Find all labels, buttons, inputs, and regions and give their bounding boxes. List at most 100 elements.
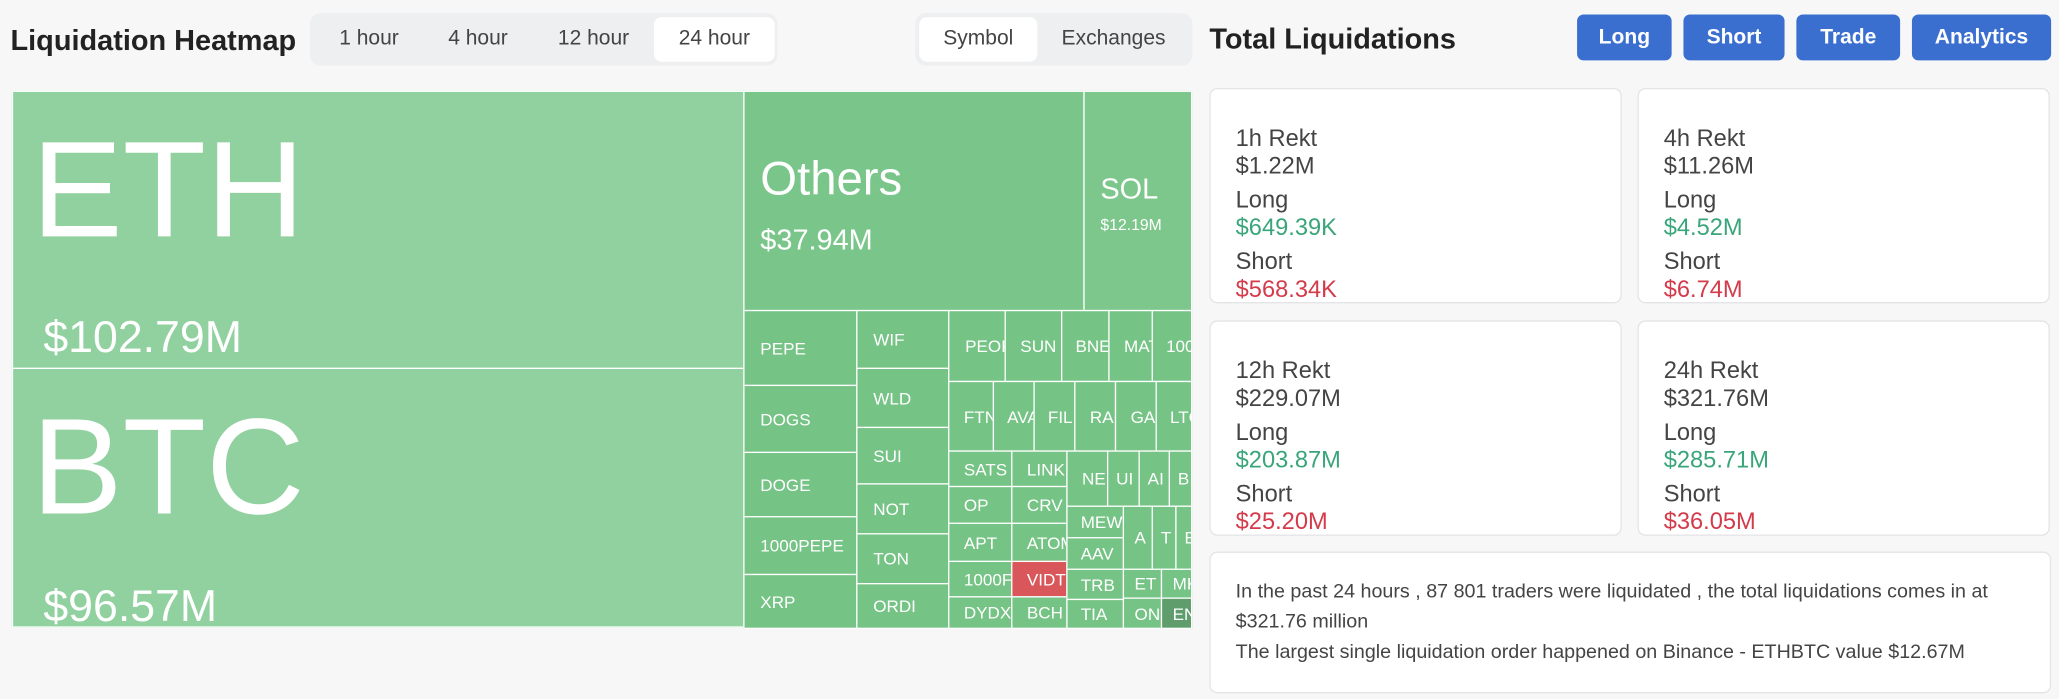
- card-row: Long $649.39K: [1235, 186, 1598, 240]
- tile[interactable]: 100: [1151, 309, 1193, 383]
- card-title: 1h Rekt: [1235, 124, 1318, 152]
- button[interactable]: Trade: [1796, 14, 1901, 61]
- tile[interactable]: ATOM: [1011, 522, 1068, 563]
- tile[interactable]: MAT: [1108, 309, 1153, 383]
- tile[interactable]: SOL $12.19M: [1083, 90, 1193, 312]
- tile-label: Others: [760, 151, 903, 205]
- tile-label: BTC: [31, 391, 305, 544]
- row-value: $285.71M: [1663, 446, 1769, 473]
- row-label: Short: [1663, 248, 1721, 275]
- tile[interactable]: A: [1122, 505, 1153, 570]
- tile[interactable]: PEOP: [948, 309, 1006, 383]
- tile[interactable]: BCH: [1011, 596, 1068, 629]
- tile-label: SOL: [1100, 172, 1159, 205]
- card-title: 12h Rekt: [1235, 357, 1331, 384]
- tile[interactable]: 1000PEPE: [743, 516, 858, 576]
- tile-value: $96.57M: [43, 581, 218, 628]
- row-label: Short: [1235, 248, 1293, 275]
- time-tabs: 1 hour 4 hour 12 hour 24 hour: [309, 13, 778, 66]
- tile[interactable]: BTC $96.57M: [11, 367, 745, 628]
- tile[interactable]: DYDX: [948, 596, 1013, 629]
- stat-card: 4h Rekt $11.26M Long $4.52M Short $6.74M: [1637, 87, 2050, 304]
- row-label: Long: [1235, 418, 1289, 446]
- row-label: Long: [1663, 418, 1717, 446]
- tile[interactable]: XRP: [743, 573, 858, 629]
- tile[interactable]: EN: [1160, 597, 1193, 629]
- tile-value: $102.79M: [43, 312, 242, 363]
- tile[interactable]: ON: [1122, 597, 1163, 629]
- tile[interactable]: AAV: [1066, 537, 1125, 570]
- tile[interactable]: MEW: [1066, 505, 1125, 539]
- stat-card: 12h Rekt $229.07M Long $203.87M Short $25.20M: [1209, 320, 1622, 536]
- tile[interactable]: SUI: [856, 426, 950, 485]
- tab[interactable]: 1 hour: [339, 27, 399, 50]
- tile[interactable]: APT: [948, 522, 1013, 563]
- tile[interactable]: FTN: [948, 380, 995, 452]
- tile[interactable]: T: [1151, 505, 1177, 570]
- tile[interactable]: TRB: [1066, 568, 1125, 601]
- row-label: Short: [1663, 480, 1721, 507]
- tile[interactable]: NE: [1066, 450, 1109, 507]
- tile[interactable]: NOT: [856, 483, 950, 535]
- card-row: Long $4.52M: [1664, 186, 2026, 240]
- tile[interactable]: GA: [1114, 380, 1157, 452]
- card-row: Short $568.34K: [1235, 248, 1598, 302]
- tile[interactable]: DOGS: [743, 384, 858, 454]
- card-row: Short $6.74M: [1663, 248, 2026, 302]
- row-value: $203.87M: [1235, 446, 1341, 473]
- card-header: 4h Rekt $11.26M: [1664, 125, 2026, 179]
- tile[interactable]: SUN: [1004, 309, 1063, 383]
- tile[interactable]: DOGE: [743, 451, 858, 518]
- note-line: The largest single liquidation order hap…: [1235, 640, 1965, 664]
- tile[interactable]: B: [1168, 450, 1193, 507]
- note-card: In the past 24 hours , 87 801 traders we…: [1209, 551, 2052, 694]
- button[interactable]: Short: [1683, 14, 1785, 61]
- tile[interactable]: ETH $102.79M: [11, 90, 745, 369]
- tile[interactable]: ORDI: [856, 583, 950, 629]
- tile[interactable]: E: [1175, 505, 1193, 570]
- stat-card: 24h Rekt $321.76M Long $285.71M Short $36.05M: [1637, 320, 2050, 536]
- tab[interactable]: 24 hour: [653, 17, 775, 62]
- tile-label: ETH: [31, 114, 305, 267]
- tile[interactable]: TIA: [1066, 598, 1125, 629]
- row-value: $36.05M: [1663, 508, 1756, 535]
- note-line: In the past 24 hours , 87 801 traders we…: [1235, 580, 1988, 633]
- tile[interactable]: BNE: [1061, 309, 1110, 383]
- tile[interactable]: VIDT: [1011, 560, 1068, 598]
- tile[interactable]: Others $37.94M: [743, 90, 1085, 312]
- tab[interactable]: 12 hour: [557, 27, 630, 50]
- row-value: $568.34K: [1235, 275, 1337, 303]
- note-text: In the past 24 hours , 87 801 traders we…: [1236, 576, 2032, 667]
- card-total: $11.26M: [1663, 152, 1754, 179]
- button[interactable]: Long: [1577, 14, 1672, 61]
- tile[interactable]: PEPE: [743, 309, 858, 387]
- tab[interactable]: Exchanges: [1061, 27, 1166, 50]
- tile[interactable]: LINK: [1011, 450, 1068, 488]
- tile[interactable]: AI: [1138, 450, 1171, 507]
- tile[interactable]: SATS: [948, 450, 1013, 488]
- card-header: 1h Rekt $1.22M: [1235, 124, 1598, 179]
- card-total: $1.22M: [1235, 152, 1315, 179]
- tile[interactable]: ET: [1122, 568, 1163, 599]
- row-label: Long: [1235, 186, 1289, 213]
- tile[interactable]: WLD: [856, 367, 950, 429]
- tile[interactable]: CRV: [1011, 485, 1068, 524]
- tile[interactable]: FIL: [1033, 380, 1076, 452]
- tile[interactable]: LTC: [1155, 380, 1193, 452]
- card-total: $321.76M: [1663, 384, 1769, 412]
- tab[interactable]: Symbol: [919, 17, 1038, 62]
- tile[interactable]: WIF: [856, 309, 950, 369]
- card-header: 24h Rekt $321.76M: [1664, 357, 2026, 411]
- tab[interactable]: 4 hour: [448, 27, 508, 50]
- button[interactable]: Analytics: [1911, 14, 2052, 61]
- tile[interactable]: UI: [1106, 450, 1140, 507]
- tile[interactable]: RA: [1074, 380, 1117, 452]
- tile[interactable]: 1000F: [948, 560, 1013, 598]
- tile[interactable]: OP: [948, 485, 1013, 524]
- tile[interactable]: MK: [1160, 568, 1193, 599]
- tile[interactable]: AVA: [992, 380, 1035, 452]
- row-value: $649.39K: [1235, 214, 1337, 241]
- tile[interactable]: TON: [856, 533, 950, 585]
